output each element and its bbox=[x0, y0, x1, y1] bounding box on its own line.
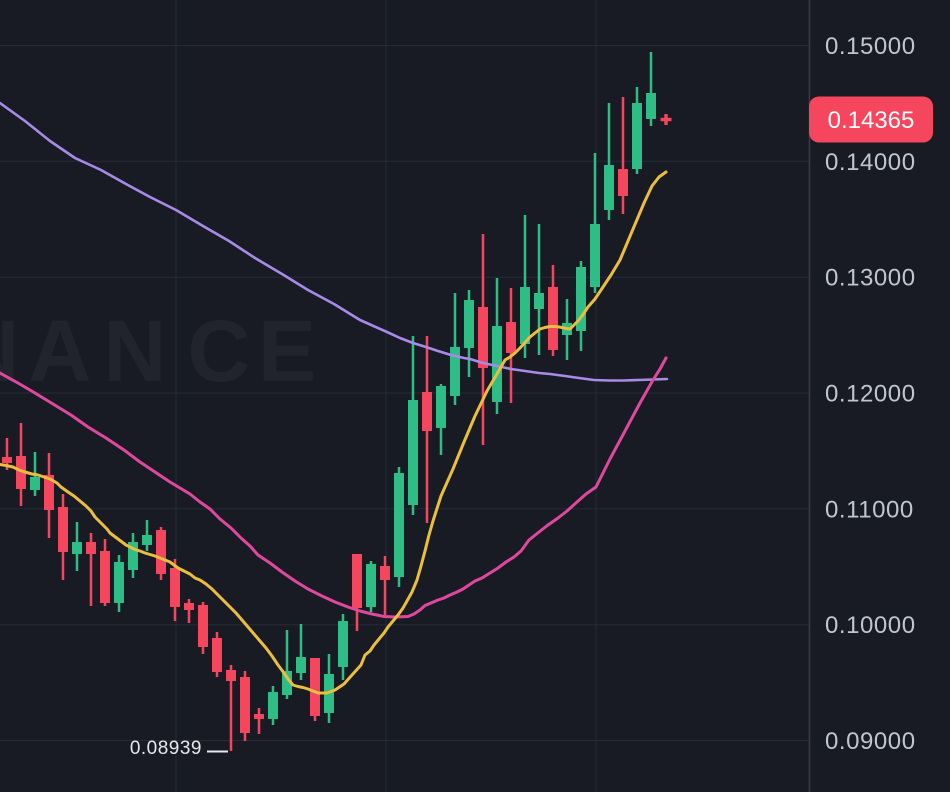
svg-text:0.11000: 0.11000 bbox=[825, 496, 914, 523]
svg-text:0.08939: 0.08939 bbox=[130, 738, 202, 759]
svg-text:0.14000: 0.14000 bbox=[825, 149, 916, 176]
svg-text:0.12000: 0.12000 bbox=[825, 381, 916, 408]
svg-text:NANCE: NANCE bbox=[0, 303, 316, 400]
svg-text:0.13000: 0.13000 bbox=[825, 265, 916, 292]
svg-text:0.10000: 0.10000 bbox=[825, 612, 916, 639]
svg-text:0.14365: 0.14365 bbox=[828, 107, 915, 134]
svg-text:0.15000: 0.15000 bbox=[825, 33, 916, 60]
svg-text:0.09000: 0.09000 bbox=[825, 728, 916, 755]
